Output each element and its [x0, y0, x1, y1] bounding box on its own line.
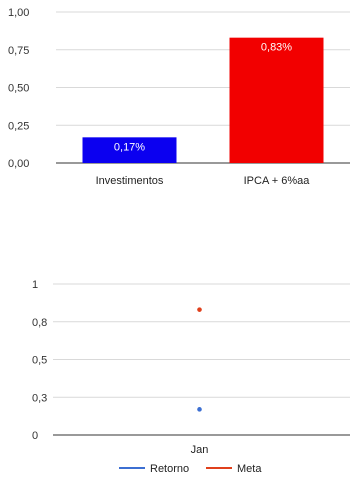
data-point [197, 407, 202, 412]
y-tick-label: 0,3 [32, 392, 47, 404]
y-tick-label: 0,50 [8, 83, 29, 95]
y-tick-label: 0,25 [8, 120, 29, 132]
legend-label: Meta [237, 463, 262, 475]
x-tick-label: Investimentos [96, 175, 164, 187]
y-tick-label: 1 [32, 279, 38, 291]
y-tick-label: 0,75 [8, 45, 29, 57]
x-tick-label: IPCA + 6%aa [244, 175, 311, 187]
y-tick-label: 0 [32, 430, 38, 442]
data-point [197, 307, 202, 312]
y-tick-label: 0,8 [32, 317, 47, 329]
bar-chart: 0,00 0,25 0,50 0,75 1,00 0,17% Investimentos 0,… [8, 7, 350, 187]
data-label: 0,17% [114, 141, 145, 153]
y-tick-label: 0,00 [8, 158, 29, 170]
y-tick-label: 1,00 [8, 7, 29, 19]
legend-label: Retorno [150, 463, 189, 475]
x-tick-label: Jan [191, 444, 209, 456]
y-tick-label: 0,5 [32, 355, 47, 367]
bar [229, 37, 324, 163]
bar [82, 137, 177, 163]
data-label: 0,83% [261, 42, 292, 54]
